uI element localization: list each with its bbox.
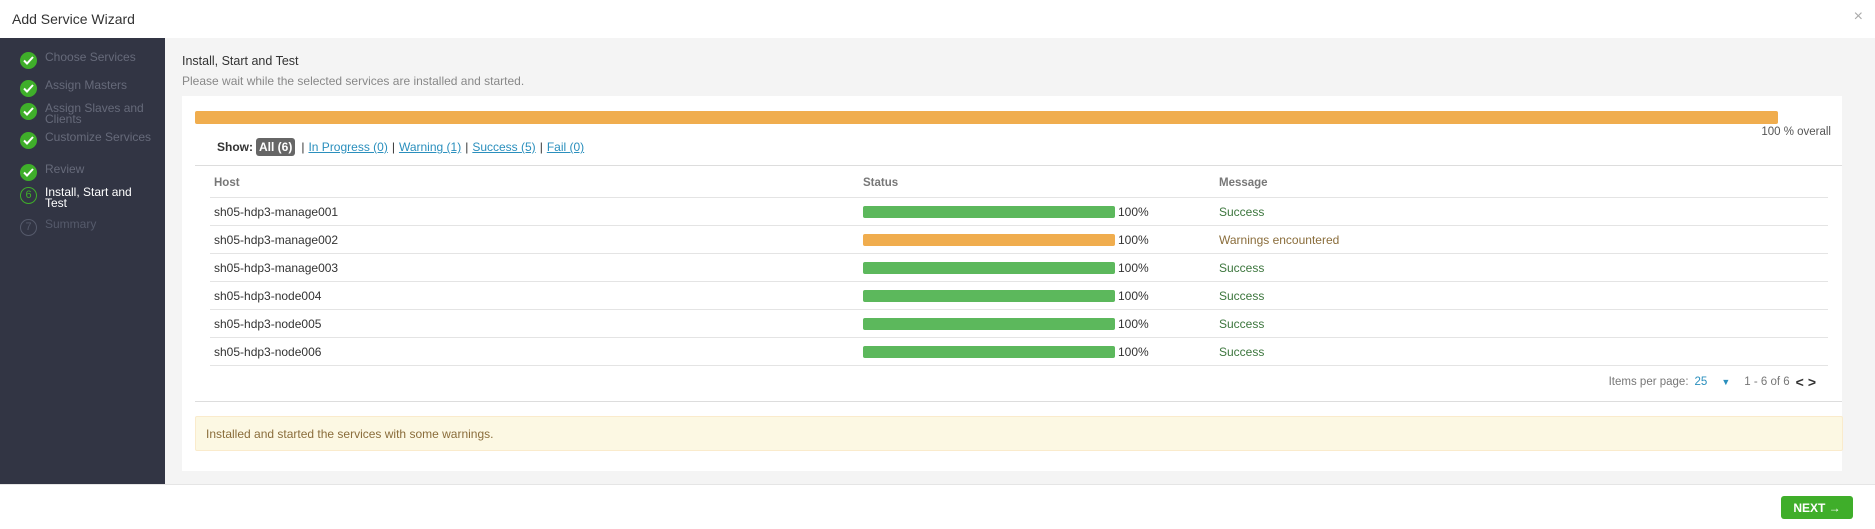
status-percent: 100% — [1118, 260, 1149, 275]
table-row: sh05-hdp3-manage001 100% Success — [210, 197, 1828, 226]
column-header-host[interactable]: Host — [210, 168, 859, 198]
wizard-step-label: Customize Services — [45, 130, 152, 144]
status-cell: 100% — [859, 281, 1215, 310]
pagination: Items per page: 25 ▼ 1 - 6 of 6 < > — [1608, 374, 1816, 390]
table-row: sh05-hdp3-node004 100% Success — [210, 281, 1828, 310]
status-progress-bar — [863, 317, 1115, 330]
status-cell: 100% — [859, 309, 1215, 338]
wizard-step-label: Summary — [45, 217, 97, 231]
warning-alert: Installed and started the services with … — [195, 416, 1843, 451]
status-message[interactable]: Success — [1219, 204, 1265, 219]
filter-warning[interactable]: Warning (1) — [398, 140, 462, 154]
table-row: sh05-hdp3-manage002 100% Warnings encounte… — [210, 225, 1828, 254]
status-cell: 100% — [859, 225, 1215, 254]
status-message[interactable]: Success — [1219, 288, 1265, 303]
caret-down-icon[interactable]: ▼ — [1721, 377, 1731, 387]
step-number-icon: 7 — [20, 219, 37, 236]
status-message[interactable]: Success — [1219, 260, 1265, 275]
close-icon[interactable]: × — [1853, 8, 1863, 25]
wizard-step[interactable]: Customize Services — [20, 130, 155, 149]
wizard-step-label: Choose Services — [45, 50, 136, 64]
status-percent: 100% — [1118, 204, 1149, 219]
divider — [195, 165, 1842, 166]
check-icon — [20, 132, 37, 149]
host-name[interactable]: sh05-hdp3-node006 — [210, 337, 859, 366]
overall-progress-text: 100 % overall — [1761, 126, 1831, 138]
status-message[interactable]: Success — [1219, 316, 1265, 331]
column-header-status[interactable]: Status — [859, 168, 1215, 198]
status-cell: 100% — [859, 253, 1215, 282]
items-per-page-label: Items per page: — [1608, 376, 1689, 388]
status-cell: 100% — [859, 337, 1215, 366]
wizard-step-label: Review — [45, 162, 85, 176]
status-progress-bar — [863, 233, 1115, 246]
status-message[interactable]: Warnings encountered — [1219, 232, 1340, 247]
overall-progress-bar — [195, 111, 1778, 124]
wizard-step-label: Assign Masters — [45, 78, 128, 92]
modal-title: Add Service Wizard — [12, 11, 135, 27]
modal-footer: NEXT → — [0, 484, 1875, 529]
host-name[interactable]: sh05-hdp3-node004 — [210, 281, 859, 310]
filter-separator: | — [465, 140, 469, 154]
filter-in-progress[interactable]: In Progress (0) — [308, 140, 388, 154]
host-name[interactable]: sh05-hdp3-node005 — [210, 309, 859, 338]
page-subtitle: Please wait while the selected services … — [182, 74, 525, 88]
alert-text: Installed and started the services with … — [206, 427, 494, 441]
wizard-step[interactable]: Assign Slaves and Clients — [20, 101, 155, 126]
wizard-step: 7 Summary — [20, 217, 155, 236]
check-icon — [20, 52, 37, 69]
status-cell: 100% — [859, 197, 1215, 226]
filter-separator: | — [539, 140, 543, 154]
status-progress-bar — [863, 289, 1115, 302]
wizard-step[interactable]: Choose Services — [20, 50, 155, 69]
filter-all[interactable]: All (6) — [256, 138, 296, 156]
table-header-row: Host Status Message — [210, 168, 1828, 198]
status-percent: 100% — [1118, 288, 1149, 303]
column-header-message[interactable]: Message — [1215, 168, 1828, 198]
page-title: Install, Start and Test — [182, 54, 299, 68]
install-panel: 100 % overall Show: All (6) | In Progres… — [182, 96, 1843, 471]
host-name[interactable]: sh05-hdp3-manage002 — [210, 225, 859, 254]
check-icon — [20, 103, 37, 120]
check-icon — [20, 164, 37, 181]
status-percent: 100% — [1118, 316, 1149, 331]
main-content: Install, Start and Test Please wait whil… — [165, 38, 1875, 484]
show-label: Show: — [217, 140, 253, 154]
items-per-page-select[interactable]: 25 — [1694, 376, 1708, 388]
step-number-icon: 6 — [20, 187, 37, 204]
status-filters: Show: All (6) | In Progress (0) | Warnin… — [217, 138, 584, 156]
host-name[interactable]: sh05-hdp3-manage001 — [210, 197, 859, 226]
divider — [195, 401, 1842, 402]
prev-page-icon[interactable]: < — [1795, 374, 1804, 390]
filter-separator: | — [301, 140, 305, 154]
table-row: sh05-hdp3-node005 100% Success — [210, 309, 1828, 338]
next-page-icon[interactable]: > — [1807, 374, 1816, 390]
filter-success[interactable]: Success (5) — [472, 140, 536, 154]
wizard-step-label: Install, Start and Test — [45, 185, 132, 210]
status-progress-bar — [863, 205, 1115, 218]
table-row: sh05-hdp3-node006 100% Success — [210, 337, 1828, 366]
status-percent: 100% — [1118, 344, 1149, 359]
host-name[interactable]: sh05-hdp3-manage003 — [210, 253, 859, 282]
status-progress-bar — [863, 345, 1115, 358]
status-progress-bar — [863, 261, 1115, 274]
page-range: 1 - 6 of 6 — [1744, 376, 1790, 388]
filter-separator: | — [391, 140, 395, 154]
modal-header: Add Service Wizard × — [0, 0, 1875, 38]
next-button[interactable]: NEXT → — [1781, 496, 1853, 519]
wizard-step[interactable]: Assign Masters — [20, 78, 155, 97]
status-percent: 100% — [1118, 232, 1149, 247]
status-message[interactable]: Success — [1219, 344, 1265, 359]
wizard-sidebar: Choose Services Assign Masters Assign Slav… — [0, 38, 165, 484]
wizard-step[interactable]: Review — [20, 162, 155, 181]
filter-fail[interactable]: Fail (0) — [546, 140, 585, 154]
wizard-step-label: Assign Slaves and Clients — [45, 101, 144, 126]
hosts-table: Host Status Message sh05-hdp3-manage001 1… — [210, 168, 1828, 366]
wizard-step: 6 Install, Start and Test — [20, 185, 155, 210]
table-row: sh05-hdp3-manage003 100% Success — [210, 253, 1828, 282]
check-icon — [20, 80, 37, 97]
